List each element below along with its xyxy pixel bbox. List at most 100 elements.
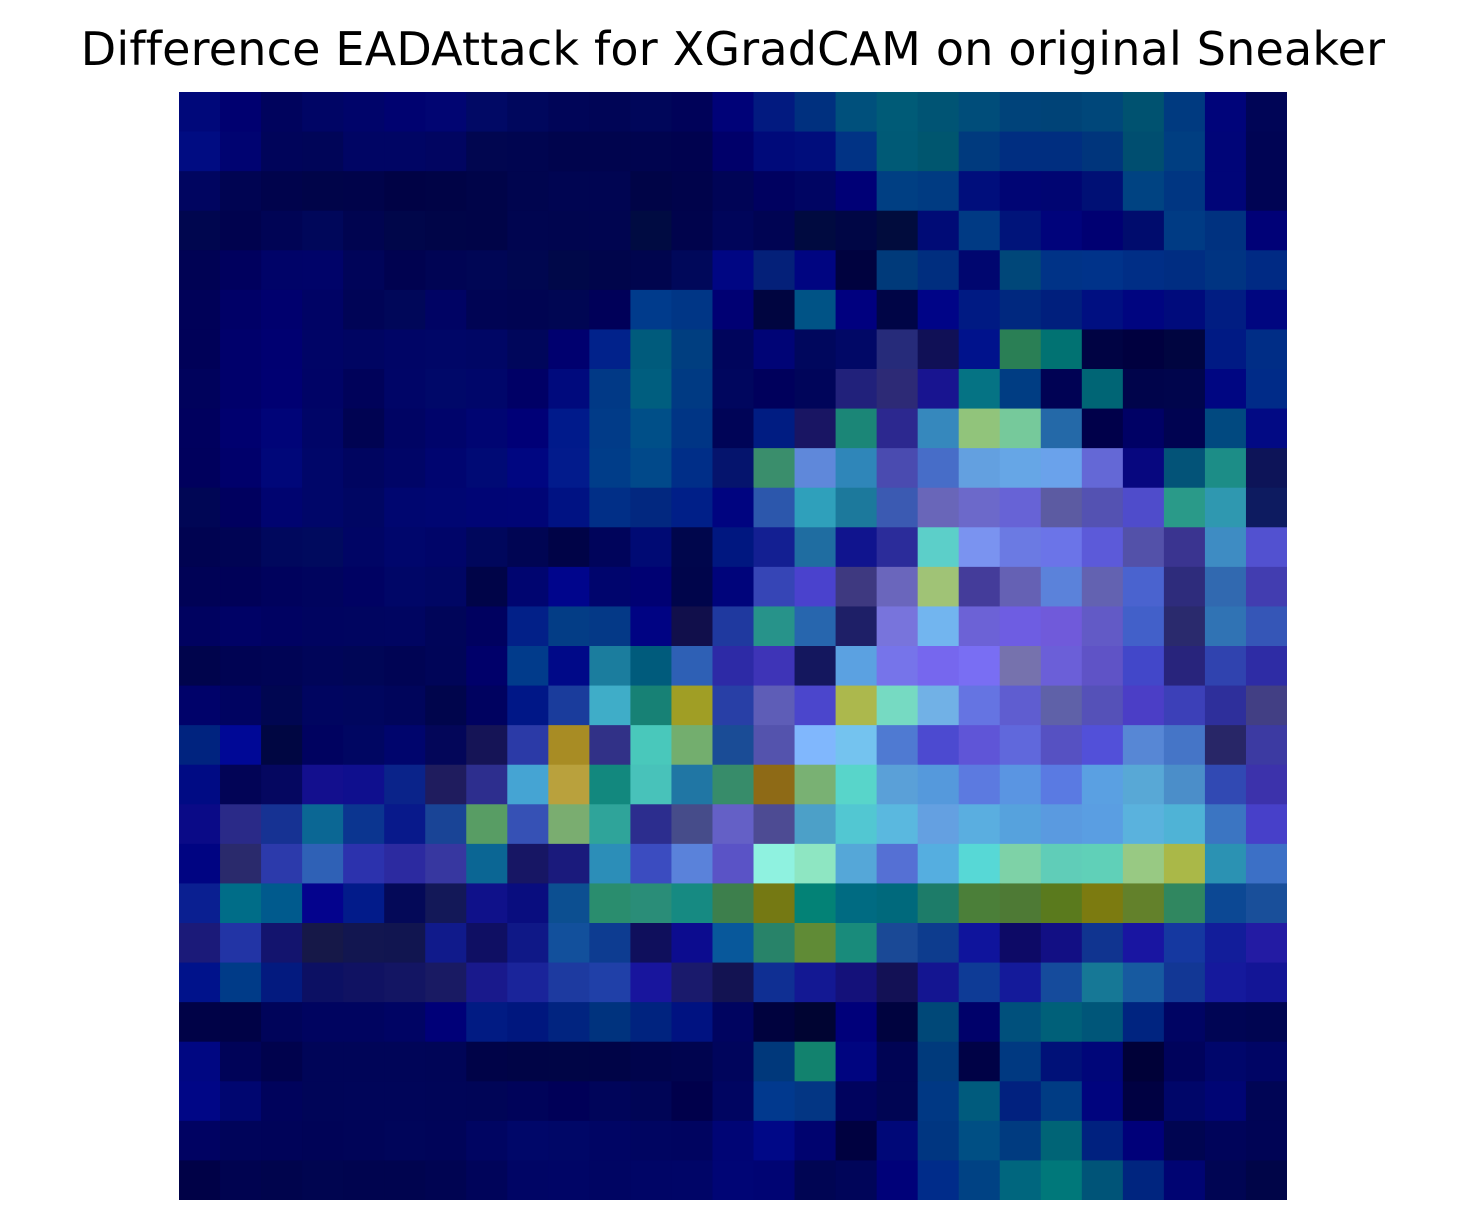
heatmap-cell-r17-c15 xyxy=(794,764,837,805)
heatmap-cell-r8-c11 xyxy=(630,408,673,449)
heatmap-cell-r11-c16 xyxy=(835,527,878,568)
heatmap-cell-r9-c12 xyxy=(671,448,714,489)
heatmap-cell-r11-c0 xyxy=(179,527,221,568)
heatmap-cell-r5-c15 xyxy=(794,289,837,331)
heatmap-cell-r2-c8 xyxy=(507,171,549,212)
heatmap-cell-r1-c10 xyxy=(589,131,632,172)
heatmap-cell-r16-c19 xyxy=(958,725,1001,766)
heatmap-cell-r23-c13 xyxy=(712,1002,755,1043)
heatmap-cell-r20-c26 xyxy=(1245,883,1287,924)
heatmap-cell-r14-c18 xyxy=(917,646,960,687)
heatmap-cell-r0-c24 xyxy=(1163,92,1206,133)
heatmap-cell-r7-c0 xyxy=(179,369,221,410)
heatmap-cell-r9-c18 xyxy=(917,448,960,489)
heatmap-cell-r1-c14 xyxy=(753,131,796,172)
heatmap-cell-r8-c23 xyxy=(1122,408,1165,449)
heatmap-cell-r14-c15 xyxy=(794,646,837,687)
heatmap-cell-r20-c12 xyxy=(671,883,714,924)
heatmap-cell-r25-c14 xyxy=(753,1081,796,1122)
heatmap-cell-r17-c5 xyxy=(384,764,426,805)
heatmap-cell-r17-c2 xyxy=(261,764,303,805)
heatmap-cell-r19-c15 xyxy=(794,843,837,885)
heatmap-cell-r22-c0 xyxy=(179,962,221,1003)
heatmap-cell-r18-c25 xyxy=(1204,804,1247,845)
heatmap-cell-r1-c24 xyxy=(1163,131,1206,172)
heatmap-cell-r6-c20 xyxy=(999,329,1042,370)
heatmap-cell-r4-c14 xyxy=(753,250,796,291)
heatmap-cell-r27-c1 xyxy=(220,1160,262,1200)
heatmap-cell-r6-c25 xyxy=(1204,329,1247,370)
heatmap-cell-r24-c11 xyxy=(630,1041,673,1082)
heatmap-cell-r11-c13 xyxy=(712,527,755,568)
heatmap-cell-r7-c8 xyxy=(507,369,549,410)
heatmap-cell-r11-c17 xyxy=(876,527,919,568)
heatmap-cell-r17-c1 xyxy=(220,764,262,805)
heatmap-cell-r1-c17 xyxy=(876,131,919,172)
heatmap-cell-r25-c25 xyxy=(1204,1081,1247,1122)
heatmap-cell-r2-c10 xyxy=(589,171,632,212)
heatmap-cell-r7-c16 xyxy=(835,369,878,410)
heatmap-cell-r26-c10 xyxy=(589,1120,632,1162)
heatmap-cell-r2-c25 xyxy=(1204,171,1247,212)
heatmap-cell-r19-c3 xyxy=(302,843,344,885)
heatmap-cell-r26-c22 xyxy=(1081,1120,1124,1162)
heatmap-cell-r0-c20 xyxy=(999,92,1042,133)
heatmap-cell-r27-c26 xyxy=(1245,1160,1287,1200)
heatmap-cell-r14-c16 xyxy=(835,646,878,687)
heatmap-cell-r16-c24 xyxy=(1163,725,1206,766)
heatmap-cell-r21-c19 xyxy=(958,923,1001,964)
heatmap-cell-r6-c23 xyxy=(1122,329,1165,370)
heatmap-cell-r24-c18 xyxy=(917,1041,960,1082)
heatmap-cell-r8-c4 xyxy=(343,408,385,449)
heatmap-cell-r1-c20 xyxy=(999,131,1042,172)
heatmap-cell-r0-c26 xyxy=(1245,92,1287,133)
heatmap-cell-r27-c16 xyxy=(835,1160,878,1200)
heatmap-cell-r18-c17 xyxy=(876,804,919,845)
heatmap-cell-r27-c17 xyxy=(876,1160,919,1200)
heatmap-cell-r24-c23 xyxy=(1122,1041,1165,1082)
heatmap-cell-r11-c22 xyxy=(1081,527,1124,568)
heatmap-cell-r4-c12 xyxy=(671,250,714,291)
heatmap-cell-r4-c13 xyxy=(712,250,755,291)
heatmap-cell-r25-c22 xyxy=(1081,1081,1124,1122)
heatmap-cell-r7-c1 xyxy=(220,369,262,410)
heatmap-cell-r2-c24 xyxy=(1163,171,1206,212)
heatmap-cell-r23-c1 xyxy=(220,1002,262,1043)
heatmap-cell-r1-c13 xyxy=(712,131,755,172)
heatmap-cell-r16-c7 xyxy=(466,725,508,766)
heatmap-cell-r18-c21 xyxy=(1040,804,1083,845)
heatmap-cell-r15-c11 xyxy=(630,685,673,726)
heatmap-cell-r17-c11 xyxy=(630,764,673,805)
heatmap-cell-r1-c22 xyxy=(1081,131,1124,172)
heatmap-cell-r3-c5 xyxy=(384,210,426,251)
heatmap-cell-r3-c2 xyxy=(261,210,303,251)
heatmap-cell-r14-c2 xyxy=(261,646,303,687)
heatmap-cell-r16-c20 xyxy=(999,725,1042,766)
heatmap-cell-r4-c26 xyxy=(1245,250,1287,291)
heatmap-cell-r10-c10 xyxy=(589,487,632,528)
heatmap-cell-r6-c6 xyxy=(425,329,467,370)
heatmap-cell-r19-c5 xyxy=(384,843,426,885)
heatmap-cell-r2-c11 xyxy=(630,171,673,212)
heatmap-cell-r15-c16 xyxy=(835,685,878,726)
heatmap-cell-r0-c9 xyxy=(548,92,590,133)
heatmap-cell-r13-c23 xyxy=(1122,606,1165,647)
heatmap-cell-r20-c11 xyxy=(630,883,673,924)
heatmap-cell-r6-c1 xyxy=(220,329,262,370)
heatmap-cell-r22-c10 xyxy=(589,962,632,1003)
heatmap-cell-r12-c7 xyxy=(466,566,508,608)
heatmap-cell-r5-c23 xyxy=(1122,289,1165,331)
heatmap-cell-r26-c14 xyxy=(753,1120,796,1162)
heatmap-cell-r16-c23 xyxy=(1122,725,1165,766)
heatmap-cell-r1-c12 xyxy=(671,131,714,172)
heatmap-cell-r24-c21 xyxy=(1040,1041,1083,1082)
heatmap-cell-r20-c6 xyxy=(425,883,467,924)
heatmap-cell-r7-c20 xyxy=(999,369,1042,410)
heatmap-cell-r22-c16 xyxy=(835,962,878,1003)
heatmap-cell-r7-c10 xyxy=(589,369,632,410)
heatmap-cell-r19-c18 xyxy=(917,843,960,885)
heatmap-cell-r7-c6 xyxy=(425,369,467,410)
heatmap-cell-r9-c6 xyxy=(425,448,467,489)
heatmap-cell-r1-c0 xyxy=(179,131,221,172)
heatmap-cell-r16-c9 xyxy=(548,725,590,766)
